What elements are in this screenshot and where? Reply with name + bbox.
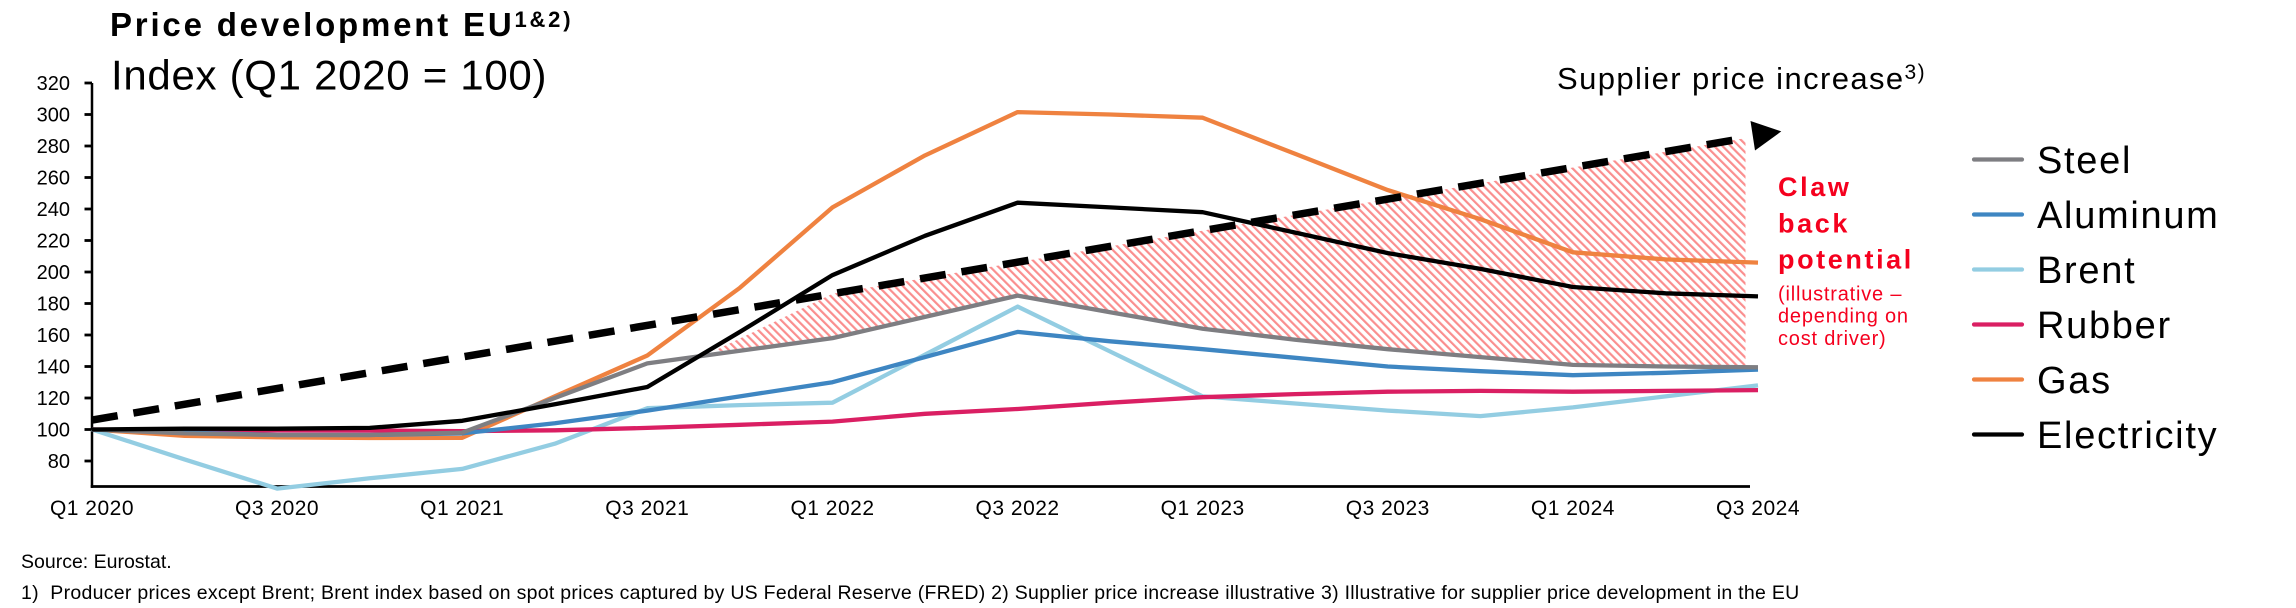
svg-text:Electricity: Electricity — [2037, 415, 2218, 457]
svg-text:180: 180 — [37, 294, 70, 316]
svg-text:Brent: Brent — [2037, 250, 2136, 292]
svg-text:Gas: Gas — [2037, 360, 2112, 402]
svg-text:120: 120 — [37, 388, 70, 410]
svg-text:320: 320 — [37, 73, 70, 95]
svg-text:260: 260 — [37, 168, 70, 190]
svg-text:Supplier price increase3): Supplier price increase3) — [1557, 61, 1926, 96]
svg-text:200: 200 — [37, 262, 70, 284]
svg-text:300: 300 — [37, 105, 70, 127]
svg-text:220: 220 — [37, 231, 70, 253]
svg-text:Q3 2023: Q3 2023 — [1346, 497, 1430, 520]
svg-text:Source: Eurostat.: Source: Eurostat. — [21, 551, 172, 573]
svg-text:Q3 2021: Q3 2021 — [605, 497, 689, 520]
svg-text:(illustrative –: (illustrative – — [1778, 283, 1902, 305]
svg-text:Rubber: Rubber — [2037, 305, 2172, 347]
svg-text:Index (Q1 2020 = 100): Index (Q1 2020 = 100) — [111, 52, 547, 99]
svg-text:Q1 2020: Q1 2020 — [50, 497, 134, 520]
svg-text:Q1 2022: Q1 2022 — [790, 497, 874, 520]
svg-text:back: back — [1778, 208, 1850, 238]
svg-text:Steel: Steel — [2037, 140, 2132, 182]
svg-text:Aluminum: Aluminum — [2037, 195, 2220, 237]
svg-text:280: 280 — [37, 136, 70, 158]
svg-text:Q1 2024: Q1 2024 — [1531, 497, 1615, 520]
svg-text:80: 80 — [48, 451, 70, 473]
svg-text:potential: potential — [1778, 245, 1914, 275]
svg-text:Q3 2022: Q3 2022 — [976, 497, 1060, 520]
svg-text:Q1 2023: Q1 2023 — [1161, 497, 1245, 520]
svg-text:Price development EU1&2): Price development EU1&2) — [110, 6, 573, 43]
svg-text:Q1 2021: Q1 2021 — [420, 497, 504, 520]
svg-text:240: 240 — [37, 199, 70, 221]
svg-text:Claw: Claw — [1778, 172, 1851, 202]
svg-text:depending on: depending on — [1778, 306, 1909, 328]
svg-text:Q3 2020: Q3 2020 — [235, 497, 319, 520]
svg-text:Q3 2024: Q3 2024 — [1716, 497, 1800, 520]
svg-text:100: 100 — [37, 420, 70, 442]
svg-text:cost driver): cost driver) — [1778, 328, 1887, 350]
svg-text:140: 140 — [37, 357, 70, 379]
svg-text:160: 160 — [37, 325, 70, 347]
svg-text:1) Producer prices except Bre: 1) Producer prices except Brent; Brent i… — [21, 582, 1799, 603]
